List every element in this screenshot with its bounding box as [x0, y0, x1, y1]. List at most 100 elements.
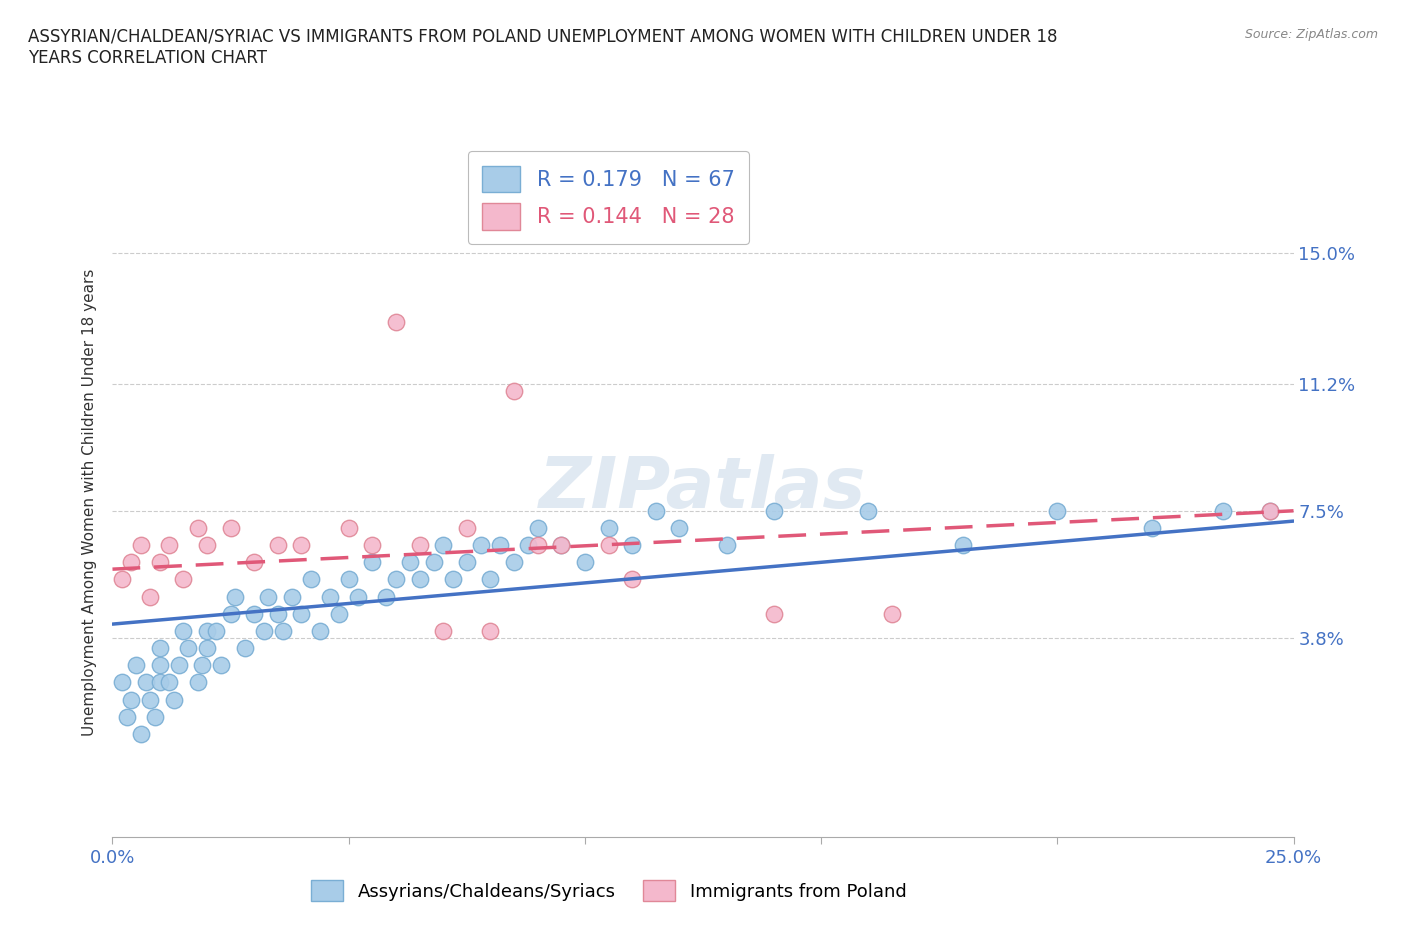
Point — [489, 538, 512, 552]
Point — [224, 590, 246, 604]
Point — [290, 538, 312, 552]
Point — [233, 641, 256, 656]
Point — [347, 590, 370, 604]
Point — [762, 503, 785, 518]
Point — [205, 623, 228, 638]
Point — [361, 555, 384, 570]
Point — [209, 658, 232, 672]
Point — [149, 641, 172, 656]
Point — [385, 314, 408, 329]
Point — [257, 590, 280, 604]
Point — [337, 572, 360, 587]
Point — [550, 538, 572, 552]
Point — [479, 572, 502, 587]
Point — [299, 572, 322, 587]
Point — [858, 503, 880, 518]
Point — [219, 606, 242, 621]
Point — [219, 521, 242, 536]
Point — [456, 555, 478, 570]
Point — [135, 675, 157, 690]
Point — [195, 641, 218, 656]
Point — [149, 555, 172, 570]
Point — [195, 623, 218, 638]
Point — [337, 521, 360, 536]
Point — [186, 675, 208, 690]
Point — [243, 555, 266, 570]
Point — [432, 538, 454, 552]
Point — [267, 538, 290, 552]
Point — [479, 623, 502, 638]
Point — [503, 383, 526, 398]
Point — [1258, 503, 1281, 518]
Point — [157, 538, 180, 552]
Y-axis label: Unemployment Among Women with Children Under 18 years: Unemployment Among Women with Children U… — [82, 269, 97, 736]
Point — [139, 692, 162, 707]
Point — [177, 641, 200, 656]
Point — [191, 658, 214, 672]
Point — [267, 606, 290, 621]
Point — [441, 572, 464, 587]
Text: ZIPatlas: ZIPatlas — [540, 455, 866, 524]
Point — [1212, 503, 1234, 518]
Point — [952, 538, 974, 552]
Point — [186, 521, 208, 536]
Point — [399, 555, 422, 570]
Point — [574, 555, 596, 570]
Point — [309, 623, 332, 638]
Point — [129, 538, 152, 552]
Point — [120, 692, 142, 707]
Point — [526, 521, 548, 536]
Point — [143, 710, 166, 724]
Point — [149, 658, 172, 672]
Point — [111, 675, 134, 690]
Point — [271, 623, 294, 638]
Point — [253, 623, 276, 638]
Point — [880, 606, 903, 621]
Point — [621, 538, 644, 552]
Point — [503, 555, 526, 570]
Point — [762, 606, 785, 621]
Point — [470, 538, 492, 552]
Point — [139, 590, 162, 604]
Point — [149, 675, 172, 690]
Point — [115, 710, 138, 724]
Point — [668, 521, 690, 536]
Point — [1140, 521, 1163, 536]
Point — [408, 538, 430, 552]
Point — [422, 555, 444, 570]
Point — [328, 606, 350, 621]
Point — [290, 606, 312, 621]
Point — [375, 590, 398, 604]
Point — [172, 623, 194, 638]
Point — [361, 538, 384, 552]
Point — [281, 590, 304, 604]
Point — [517, 538, 540, 552]
Point — [385, 572, 408, 587]
Point — [716, 538, 738, 552]
Point — [319, 590, 342, 604]
Point — [621, 572, 644, 587]
Point — [644, 503, 666, 518]
Text: Source: ZipAtlas.com: Source: ZipAtlas.com — [1244, 28, 1378, 41]
Point — [598, 538, 620, 552]
Point — [163, 692, 186, 707]
Point — [243, 606, 266, 621]
Point — [526, 538, 548, 552]
Legend: Assyrians/Chaldeans/Syriacs, Immigrants from Poland: Assyrians/Chaldeans/Syriacs, Immigrants … — [304, 873, 914, 909]
Point — [111, 572, 134, 587]
Point — [120, 555, 142, 570]
Point — [1258, 503, 1281, 518]
Point — [125, 658, 148, 672]
Point — [598, 521, 620, 536]
Point — [456, 521, 478, 536]
Point — [129, 726, 152, 741]
Point — [195, 538, 218, 552]
Point — [167, 658, 190, 672]
Point — [408, 572, 430, 587]
Point — [432, 623, 454, 638]
Text: ASSYRIAN/CHALDEAN/SYRIAC VS IMMIGRANTS FROM POLAND UNEMPLOYMENT AMONG WOMEN WITH: ASSYRIAN/CHALDEAN/SYRIAC VS IMMIGRANTS F… — [28, 28, 1057, 67]
Point — [1046, 503, 1069, 518]
Point — [157, 675, 180, 690]
Point — [550, 538, 572, 552]
Point — [172, 572, 194, 587]
